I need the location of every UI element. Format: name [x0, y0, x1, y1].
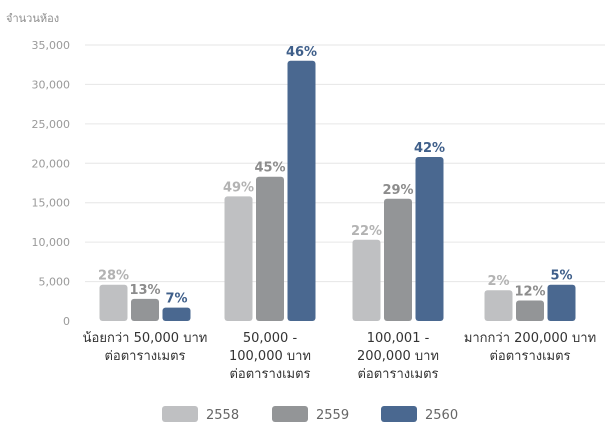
- y-axis-label: จำนวนห้อง: [6, 12, 59, 25]
- data-label: 29%: [382, 183, 413, 198]
- data-label: 2%: [487, 274, 509, 289]
- y-tick-label: 35,000: [32, 39, 71, 52]
- legend: 2558 2559 2560: [162, 406, 458, 423]
- y-tick-label: 15,000: [32, 197, 71, 210]
- bar: [287, 60, 316, 322]
- data-label: 7%: [165, 292, 187, 307]
- data-label: 5%: [550, 269, 572, 284]
- bar: [415, 156, 444, 321]
- data-label: 13%: [129, 283, 160, 298]
- legend-label: 2560: [425, 408, 458, 423]
- bar: [384, 198, 412, 321]
- category-label: 100,000 บาท: [229, 349, 311, 364]
- bar: [162, 307, 191, 321]
- category-label: ต่อตารางเมตร: [229, 367, 310, 382]
- data-label: 49%: [223, 180, 254, 195]
- y-tick-label: 25,000: [32, 118, 71, 131]
- data-label: 45%: [254, 161, 285, 176]
- category-label: มากกว่า 200,000 บาท: [464, 331, 596, 346]
- data-label: 42%: [414, 141, 445, 156]
- y-axis-ticks: 0 5,000 10,000 15,000 20,000 25,000 30,000 35,0…: [32, 39, 71, 328]
- data-label: 28%: [98, 269, 129, 284]
- y-tick-label: 30,000: [32, 78, 71, 91]
- bar: [99, 284, 128, 321]
- bars: 28%13% 7% 49%45% 46% 22% 29% 42% 2% 12% 5%: [98, 45, 576, 322]
- bar: [547, 284, 576, 321]
- legend-swatch: [162, 406, 198, 422]
- bar: [516, 300, 544, 321]
- bar: [352, 239, 381, 321]
- legend-swatch: [272, 406, 308, 422]
- category-label: 50,000 -: [243, 331, 298, 346]
- y-tick-label: 5,000: [39, 276, 71, 289]
- bar: [484, 290, 513, 321]
- y-tick-label: 10,000: [32, 236, 71, 249]
- category-label: ต่อตารางเมตร: [357, 367, 438, 382]
- category-label: 100,001 -: [367, 331, 430, 346]
- category-label: ต่อตารางเมตร: [104, 349, 185, 364]
- legend-label: 2559: [316, 408, 349, 423]
- data-label: 46%: [286, 45, 317, 60]
- legend-swatch: [381, 406, 417, 422]
- category-label: น้อยกว่า 50,000 บาท: [83, 331, 208, 346]
- bar: [131, 298, 159, 321]
- y-tick-label: 20,000: [32, 157, 71, 170]
- bar: [256, 176, 284, 321]
- legend-label: 2558: [206, 408, 239, 423]
- bar: [224, 196, 253, 321]
- category-label: 200,000 บาท: [357, 349, 439, 364]
- category-label: ต่อตารางเมตร: [489, 349, 570, 364]
- data-label: 12%: [514, 284, 545, 299]
- y-tick-label: 0: [63, 315, 70, 328]
- gridlines: [85, 44, 605, 283]
- data-label: 22%: [351, 224, 382, 239]
